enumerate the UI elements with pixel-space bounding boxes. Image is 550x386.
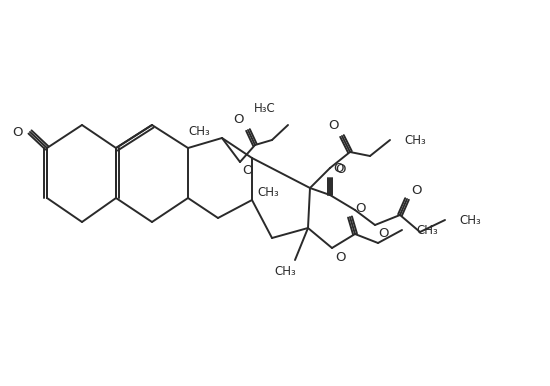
Text: O: O bbox=[234, 113, 244, 126]
Text: O: O bbox=[13, 125, 23, 139]
Text: O: O bbox=[335, 163, 345, 176]
Text: CH₃: CH₃ bbox=[257, 186, 279, 200]
Text: O: O bbox=[411, 184, 421, 197]
Text: CH₃: CH₃ bbox=[459, 213, 481, 227]
Text: O: O bbox=[242, 164, 252, 177]
Text: O: O bbox=[333, 163, 344, 176]
Text: O: O bbox=[328, 119, 339, 132]
Text: H₃C: H₃C bbox=[254, 102, 276, 115]
Text: CH₃: CH₃ bbox=[188, 125, 210, 138]
Text: O: O bbox=[378, 227, 388, 240]
Text: O: O bbox=[335, 251, 345, 264]
Text: CH₃: CH₃ bbox=[404, 134, 426, 147]
Text: CH₃: CH₃ bbox=[274, 265, 296, 278]
Text: CH₃: CH₃ bbox=[416, 223, 438, 237]
Text: O: O bbox=[355, 202, 366, 215]
